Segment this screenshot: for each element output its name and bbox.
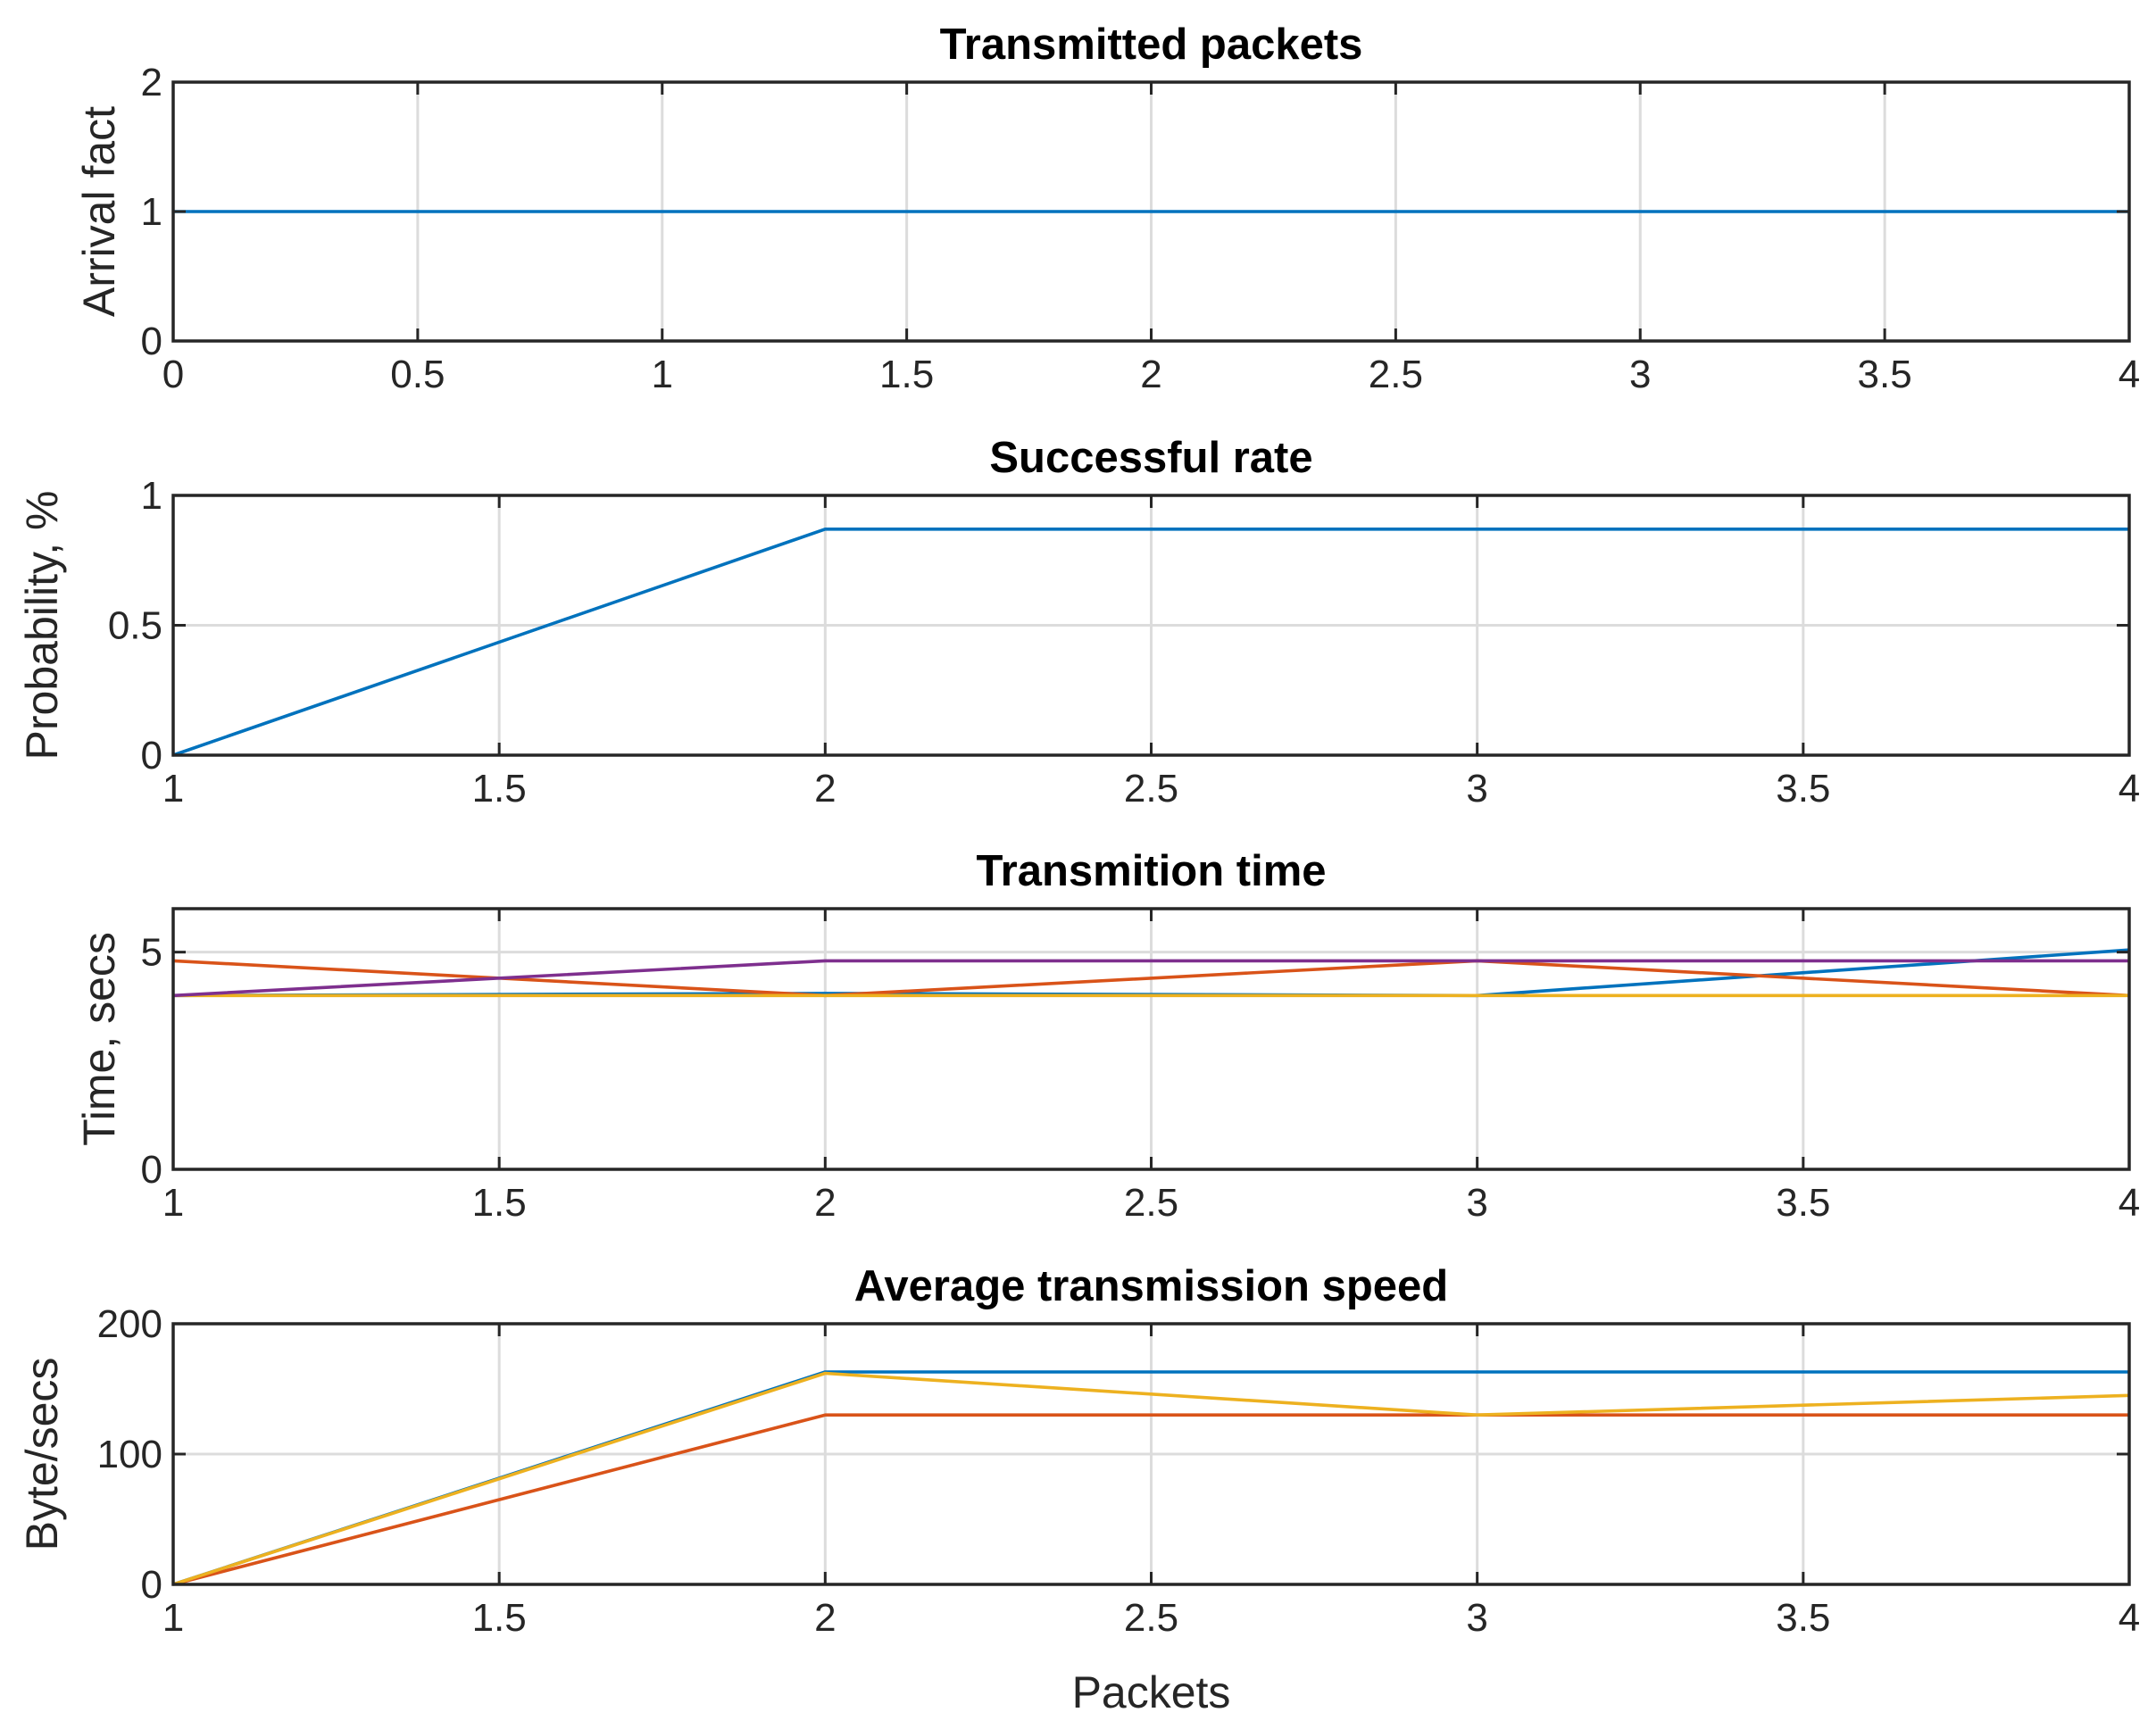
y-tick-label: 1 [141, 474, 162, 518]
y-tick-label: 1 [141, 190, 162, 234]
subplot-2: 1 1.5 2 2.5 3 3.5 4 0 0.5 1 Successful rate Probabi… [17, 434, 2140, 810]
x-tick-label: 3 [1466, 1596, 1487, 1640]
y-tick-label: 0 [141, 1148, 162, 1192]
series-line-1 [172, 527, 2129, 757]
y-tick-label: 5 [141, 931, 162, 975]
y-axis-label: Byte/secs [17, 1358, 67, 1551]
y-axis-label: Arrival fact [74, 106, 124, 317]
subplot-title: Transmitted packets [940, 21, 1363, 69]
subplot-title: Average transmission speed [854, 1262, 1448, 1310]
x-tick-label: 3.5 [1776, 767, 1830, 810]
x-tick-label: 4 [2119, 353, 2140, 396]
series-line-4 [172, 959, 2129, 998]
x-tick-label: 1.5 [879, 353, 934, 396]
subplot-1: 0 0.5 1 1.5 2 2.5 3 3.5 4 0 1 2 Transmitted packets A… [74, 21, 2140, 396]
x-tick-label: 1.5 [472, 767, 527, 810]
y-tick-label: 0 [141, 1563, 162, 1607]
x-tick-label: 1 [652, 353, 673, 396]
y-tick-label: 0 [141, 734, 162, 777]
subplot-title: Transmition time [976, 847, 1326, 895]
x-tick-label: 2 [814, 767, 836, 810]
x-tick-label: 1.5 [472, 1596, 527, 1640]
x-tick-label: 2.5 [1124, 1181, 1178, 1225]
x-tick-label: 0 [162, 353, 184, 396]
x-axis-label: Packets [1072, 1667, 1231, 1717]
y-tick-label: 200 [97, 1302, 162, 1346]
x-tick-label: 3.5 [1776, 1596, 1830, 1640]
x-tick-label: 3 [1466, 767, 1487, 810]
x-tick-label: 2 [1140, 353, 1161, 396]
x-tick-label: 1 [162, 1596, 184, 1640]
x-tick-label: 0.5 [390, 353, 445, 396]
x-tick-label: 3 [1629, 353, 1651, 396]
x-tick-label: 1 [162, 1181, 184, 1225]
y-tick-label: 0.5 [108, 604, 162, 648]
subplot-4: 1 1.5 2 2.5 3 3.5 4 0 100 200 Average transmission… [17, 1262, 2140, 1717]
x-tick-label: 4 [2119, 767, 2140, 810]
x-tick-label: 3 [1466, 1181, 1487, 1225]
y-tick-label: 100 [97, 1433, 162, 1476]
x-tick-label: 3.5 [1776, 1181, 1830, 1225]
x-tick-label: 2 [814, 1596, 836, 1640]
series-line-3 [172, 1371, 2130, 1586]
x-tick-label: 2.5 [1124, 767, 1178, 810]
x-tick-label: 1.5 [472, 1181, 527, 1225]
x-tick-label: 2 [814, 1181, 836, 1225]
x-tick-label: 4 [2119, 1181, 2140, 1225]
x-tick-label: 2.5 [1124, 1596, 1178, 1640]
x-tick-label: 1 [162, 767, 184, 810]
x-tick-label: 4 [2119, 1596, 2140, 1640]
subplot-3: 1 1.5 2 2.5 3 3.5 4 0 5 Transmition time Time, sec… [74, 847, 2140, 1225]
y-tick-label: 2 [141, 61, 162, 104]
x-tick-label: 3.5 [1858, 353, 1912, 396]
y-tick-label: 0 [141, 320, 162, 363]
subplot-title: Successful rate [989, 434, 1312, 482]
series-line-2 [172, 1413, 2129, 1586]
y-axis-label: Time, secs [74, 932, 124, 1146]
x-tick-label: 2.5 [1369, 353, 1423, 396]
y-axis-label: Probability, % [17, 491, 67, 761]
